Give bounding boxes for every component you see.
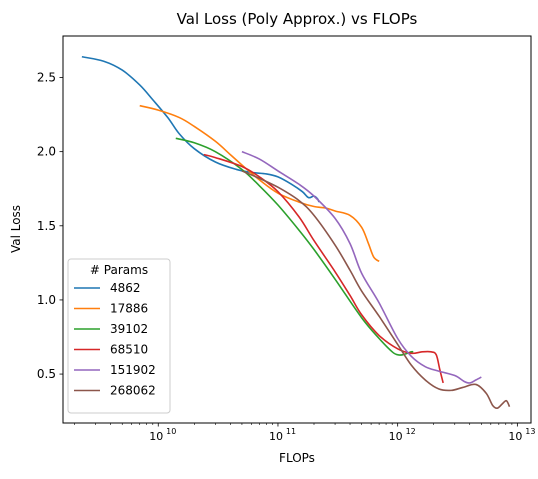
y-axis: 0.5 1.0 1.5 2.0 2.5: [37, 71, 63, 381]
y-axis-label: Val Loss: [9, 205, 23, 253]
legend-label-39102: 39102: [110, 322, 148, 336]
series-layer: [81, 55, 511, 410]
series-line-268062: [241, 170, 511, 410]
legend-title: # Params: [90, 263, 148, 277]
y-tick-label: 1.0: [37, 293, 56, 307]
x-tick-label: 10: [508, 430, 522, 443]
y-tick-label: 1.5: [37, 219, 56, 233]
x-tick-label-exponent: 12: [406, 427, 416, 436]
legend-frame: [67, 258, 171, 414]
x-axis-label: FLOPs: [279, 451, 315, 465]
x-axis: 10 10 10 11 10 12 10 13: [74, 423, 535, 443]
legend-label-4862: 4862: [110, 281, 141, 295]
y-tick-label: 2.5: [37, 71, 56, 85]
x-tick-label-exponent: 11: [286, 427, 296, 436]
y-tick-label: 0.5: [37, 367, 56, 381]
x-tick-label-exponent: 13: [525, 427, 535, 436]
chart-title: Val Loss (Poly Approx.) vs FLOPs: [177, 10, 418, 28]
x-tick-label: 10: [269, 430, 283, 443]
legend: # Params 4862 17886 39102 68510 151902 268062: [67, 258, 171, 414]
series-line-17886: [139, 104, 380, 263]
series-line-68510: [203, 153, 444, 384]
legend-label-268062: 268062: [110, 384, 156, 398]
x-tick-label-exponent: 10: [166, 427, 176, 436]
series-line-4862: [81, 55, 320, 203]
series-line-151902: [241, 150, 482, 384]
legend-label-151902: 151902: [110, 363, 156, 377]
legend-label-17886: 17886: [110, 302, 148, 316]
plot-frame: [62, 35, 532, 424]
y-tick-label: 2.0: [37, 145, 56, 159]
x-tick-label: 10: [389, 430, 403, 443]
x-tick-label: 10: [149, 430, 163, 443]
legend-label-68510: 68510: [110, 343, 148, 357]
